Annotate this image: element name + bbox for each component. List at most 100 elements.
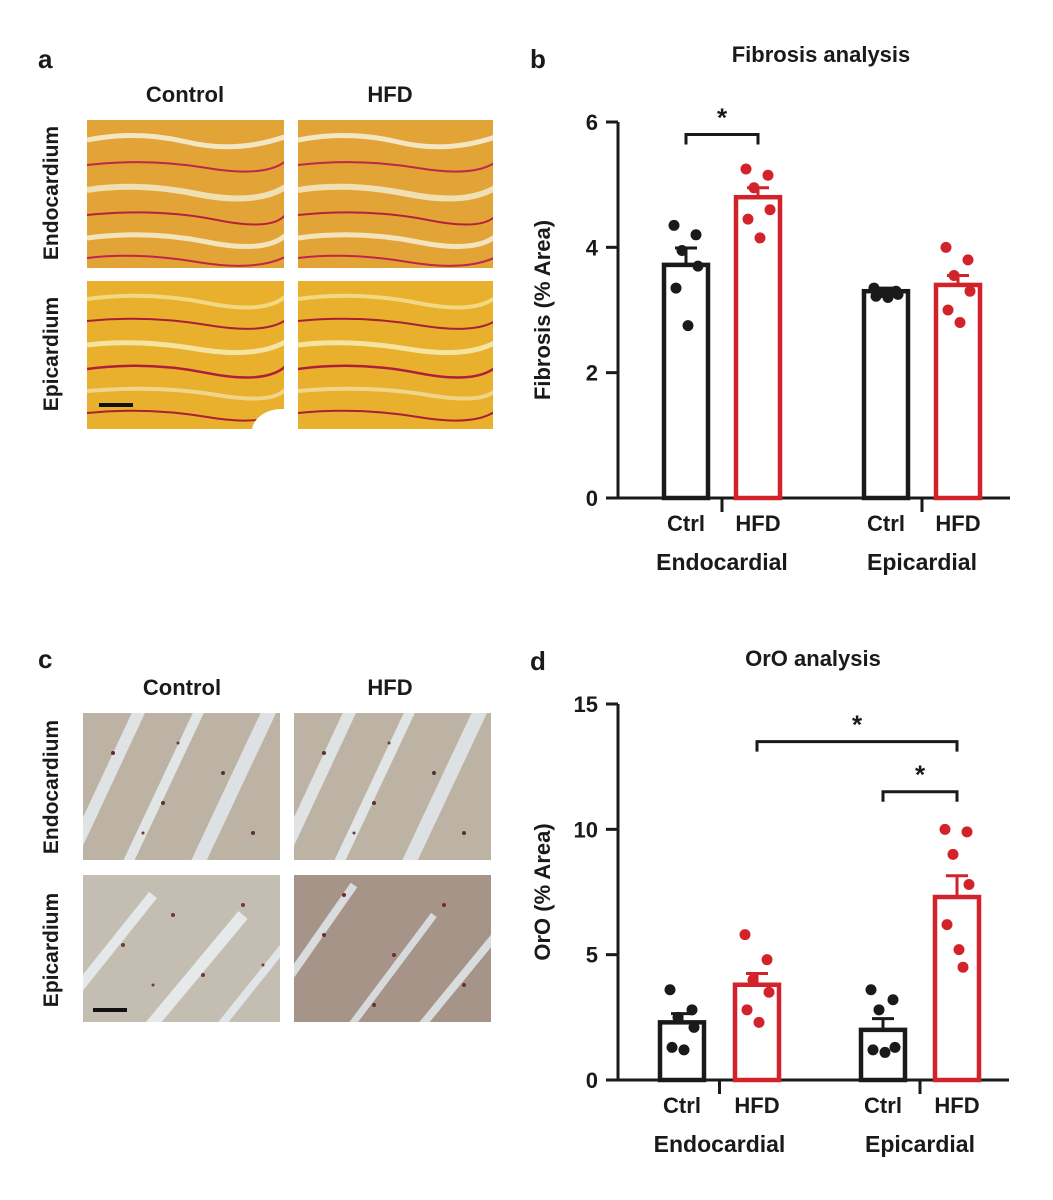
data-point bbox=[879, 1046, 891, 1058]
column-header-hfd: HFD bbox=[367, 82, 413, 107]
chart-title-oro: OrO analysis bbox=[745, 646, 881, 671]
data-point bbox=[939, 823, 951, 835]
data-point bbox=[892, 288, 904, 300]
column-header-control: Control bbox=[145, 82, 225, 107]
bar-epicardial-ctrl bbox=[858, 1027, 908, 1083]
data-point bbox=[865, 984, 877, 996]
data-point bbox=[740, 163, 752, 175]
data-point bbox=[666, 1041, 678, 1053]
data-point bbox=[867, 1044, 879, 1056]
scale-bar-c bbox=[93, 1008, 127, 1012]
data-point bbox=[748, 182, 760, 194]
micrograph-a-control-endocardium bbox=[87, 120, 284, 268]
y-axis-label: Fibrosis (% Area) bbox=[530, 220, 555, 400]
data-point bbox=[870, 290, 882, 302]
y-axis-label: OrO (% Area) bbox=[530, 823, 555, 960]
fibrosis-bar-chart: 0 2 4 6 Fibrosis (% Area) Ctrl HFD Ctrl HFD Endoc… bbox=[530, 103, 1010, 575]
scale-bar bbox=[99, 403, 133, 407]
x-category-label: HFD bbox=[734, 1093, 779, 1118]
data-point bbox=[882, 291, 894, 303]
data-point bbox=[688, 1021, 700, 1033]
data-point bbox=[742, 213, 754, 225]
data-point bbox=[942, 304, 954, 316]
data-point bbox=[763, 986, 775, 998]
x-group-label: Epicardial bbox=[865, 1131, 975, 1157]
data-point bbox=[676, 244, 688, 256]
data-point bbox=[690, 229, 702, 241]
x-group-label: Endocardial bbox=[656, 549, 788, 575]
x-category-label: HFD bbox=[935, 511, 980, 536]
data-point bbox=[682, 320, 694, 332]
data-point bbox=[739, 929, 751, 941]
micrograph-c-hfd-endocardium bbox=[294, 713, 491, 860]
significance-bracket bbox=[684, 133, 760, 145]
data-point bbox=[664, 984, 676, 996]
significance-star: * bbox=[915, 760, 926, 790]
data-point bbox=[948, 270, 960, 282]
data-point bbox=[963, 878, 975, 890]
data-point bbox=[887, 994, 899, 1006]
data-point bbox=[964, 285, 976, 297]
bar-endocardial-hfd bbox=[732, 982, 782, 1083]
x-category-label: HFD bbox=[934, 1093, 979, 1118]
data-point bbox=[953, 944, 965, 956]
bar-epicardial-hfd bbox=[933, 282, 983, 501]
row-header-endocardium-c: Endocardium bbox=[40, 719, 63, 855]
data-point bbox=[764, 204, 776, 216]
significance-bracket bbox=[881, 790, 959, 802]
bar-epicardial-ctrl bbox=[861, 288, 911, 501]
x-category-label: Ctrl bbox=[864, 1093, 902, 1118]
row-header-epicardium: Epicardium bbox=[40, 296, 63, 412]
panel-letter-d: d bbox=[530, 646, 546, 676]
data-point bbox=[762, 169, 774, 181]
bar-endocardial-ctrl bbox=[661, 262, 711, 501]
x-group-label: Epicardial bbox=[867, 549, 977, 575]
micrograph-c-hfd-epicardium bbox=[294, 875, 491, 1022]
micrograph-c-control-endocardium bbox=[83, 713, 280, 860]
row-header-epicardium-c: Epicardium bbox=[40, 892, 63, 1008]
y-tick-label: 0 bbox=[586, 1068, 598, 1093]
y-tick-label: 6 bbox=[586, 110, 598, 135]
column-header-hfd-c: HFD bbox=[367, 675, 413, 700]
micrograph-a-hfd-endocardium bbox=[298, 120, 493, 268]
oro-bar-chart: 0 5 10 15 OrO (% Area) Ctrl HFD Ctrl HFD Endocard… bbox=[530, 692, 1009, 1157]
significance-star: * bbox=[717, 103, 728, 133]
data-point bbox=[962, 254, 974, 266]
y-tick-label: 2 bbox=[586, 361, 598, 386]
data-point bbox=[761, 954, 773, 966]
panel-letter-a: a bbox=[38, 44, 53, 74]
significance-bracket bbox=[755, 740, 959, 752]
data-point bbox=[957, 961, 969, 973]
significance-star: * bbox=[852, 710, 863, 740]
data-point bbox=[672, 1011, 684, 1023]
row-header-endocardium: Endocardium bbox=[40, 125, 63, 261]
data-point bbox=[889, 1041, 901, 1053]
data-point bbox=[954, 317, 966, 329]
micrograph-c-control-epicardium bbox=[83, 875, 280, 1022]
panel-letter-c: c bbox=[38, 644, 53, 674]
data-point bbox=[670, 282, 682, 294]
data-point bbox=[678, 1044, 690, 1056]
data-point bbox=[754, 232, 766, 244]
data-point bbox=[873, 1004, 885, 1016]
data-point bbox=[941, 919, 953, 931]
data-point bbox=[940, 241, 952, 253]
y-tick-label: 5 bbox=[586, 943, 598, 968]
micrograph-a-hfd-epicardium bbox=[298, 281, 493, 429]
data-point bbox=[741, 1004, 753, 1016]
y-tick-label: 15 bbox=[574, 692, 598, 717]
y-tick-label: 10 bbox=[574, 817, 598, 842]
data-point bbox=[747, 974, 759, 986]
data-point bbox=[947, 848, 959, 860]
panel-letter-b: b bbox=[530, 44, 546, 74]
x-category-label: Ctrl bbox=[867, 511, 905, 536]
data-point bbox=[692, 260, 704, 272]
y-tick-label: 0 bbox=[586, 486, 598, 511]
data-point bbox=[753, 1016, 765, 1028]
chart-title-fibrosis: Fibrosis analysis bbox=[731, 42, 911, 67]
x-category-label: HFD bbox=[735, 511, 780, 536]
y-tick-label: 4 bbox=[586, 235, 599, 260]
x-category-label: Ctrl bbox=[667, 511, 705, 536]
x-category-label: Ctrl bbox=[663, 1093, 701, 1118]
data-point bbox=[686, 1004, 698, 1016]
